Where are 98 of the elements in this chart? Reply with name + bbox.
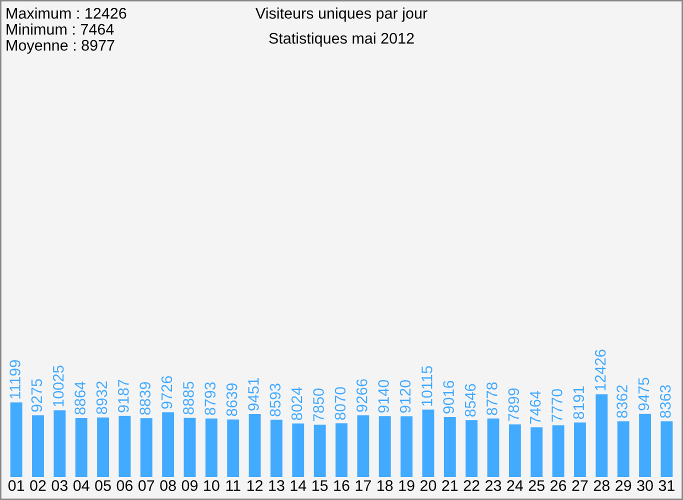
data-label: 9451: [248, 378, 259, 411]
x-tick-label: 15: [312, 480, 328, 491]
bar: [378, 416, 391, 477]
x-tick-label: 16: [334, 480, 350, 491]
x-tick-label: 25: [528, 480, 544, 491]
x-tick-label: 17: [356, 480, 371, 491]
bar: [184, 418, 196, 477]
bar: [97, 418, 109, 477]
x-tick-label: 12: [247, 480, 263, 491]
x-tick-label: 21: [442, 480, 458, 491]
x-tick-label: 13: [269, 480, 284, 491]
bar: [487, 418, 500, 477]
x-tick-label: 09: [182, 480, 198, 491]
data-label: 9187: [118, 380, 129, 412]
data-label: 9726: [161, 376, 172, 409]
x-tick-label: 27: [572, 480, 588, 491]
bar: [400, 416, 412, 477]
x-tick-label: 07: [138, 480, 154, 491]
x-tick-label: 28: [594, 480, 610, 491]
bar: [617, 421, 630, 477]
x-tick-label: 04: [73, 480, 90, 491]
data-label: 8593: [270, 384, 281, 416]
x-tick-label: 23: [486, 480, 502, 491]
bar: [248, 414, 261, 477]
bar: [10, 402, 22, 477]
bar: [32, 415, 44, 477]
bar: [54, 410, 66, 477]
bar: [639, 414, 651, 477]
x-tick-label: 29: [616, 480, 632, 491]
data-label: 8191: [573, 386, 584, 420]
data-label: 7464: [530, 390, 541, 424]
data-label: 8362: [616, 385, 628, 418]
x-tick-label: 30: [637, 480, 653, 491]
bar: [292, 424, 304, 477]
bar: [466, 420, 478, 477]
data-label: 11199: [10, 360, 20, 398]
bar: [552, 425, 564, 477]
data-label: 8363: [660, 385, 671, 418]
bar: [357, 415, 370, 477]
data-label: 8885: [183, 382, 194, 414]
text: Minimum : 7464: [6, 24, 114, 35]
bar: [596, 394, 608, 477]
data-label: 9140: [378, 380, 389, 413]
x-tick-label: 24: [507, 480, 523, 491]
x-tick-label: 18: [378, 480, 393, 491]
data-label: 8070: [334, 387, 346, 420]
data-label: 8793: [204, 382, 216, 415]
bar: [508, 424, 521, 477]
bar: [530, 427, 543, 477]
text: Moyenne : 8977: [6, 40, 114, 54]
data-label: 10115: [422, 366, 432, 406]
x-tick-label: 19: [399, 480, 414, 491]
bar: [444, 416, 456, 477]
data-label: 7899: [508, 388, 520, 421]
x-tick-label: 06: [116, 480, 133, 491]
data-label: 9275: [31, 379, 42, 412]
x-tick-label: 10: [204, 480, 220, 491]
x-tick-label: 26: [550, 480, 566, 491]
data-label: 10025: [52, 366, 64, 406]
x-tick-label: 11: [226, 480, 240, 491]
bar: [162, 412, 174, 477]
bar: [314, 424, 326, 477]
data-label: 7850: [313, 388, 324, 422]
data-label: 8864: [74, 382, 86, 415]
chart-subtitle: Statistiques mai 2012: [269, 32, 414, 47]
x-tick-label: 31: [658, 480, 674, 491]
data-label: 8024: [291, 387, 302, 420]
bar: [336, 423, 348, 477]
data-label: 9120: [400, 380, 411, 413]
bar: [227, 419, 240, 477]
bar: [75, 418, 88, 477]
x-tick-label: 20: [420, 480, 436, 491]
data-label: 8778: [486, 382, 498, 416]
chart-title: Visiteurs uniques par jour: [256, 8, 428, 22]
data-label: 8546: [464, 384, 476, 417]
x-tick-label: 03: [52, 480, 68, 491]
x-tick-label: 08: [160, 480, 176, 491]
bar: [660, 421, 673, 477]
bar: [205, 418, 218, 477]
x-tick-label: 02: [30, 480, 46, 491]
data-label: 8932: [96, 382, 108, 414]
data-label: 8639: [226, 383, 238, 416]
bar: [270, 420, 282, 477]
data-label: 12426: [594, 350, 606, 390]
data-label: 9475: [638, 378, 650, 410]
data-label: 8839: [140, 382, 150, 415]
x-tick-label: 05: [95, 480, 111, 491]
x-tick-label: 01: [8, 480, 24, 491]
bar: [140, 418, 152, 477]
x-tick-label: 22: [464, 480, 480, 491]
text: Maximum : 12426: [6, 8, 126, 19]
bar: [422, 410, 434, 477]
data-label: 9016: [443, 380, 454, 414]
x-tick-label: 14: [290, 480, 306, 491]
data-label: 9266: [356, 379, 368, 412]
bar: [574, 422, 586, 477]
bar: [118, 416, 131, 477]
data-label: 7770: [552, 389, 562, 422]
